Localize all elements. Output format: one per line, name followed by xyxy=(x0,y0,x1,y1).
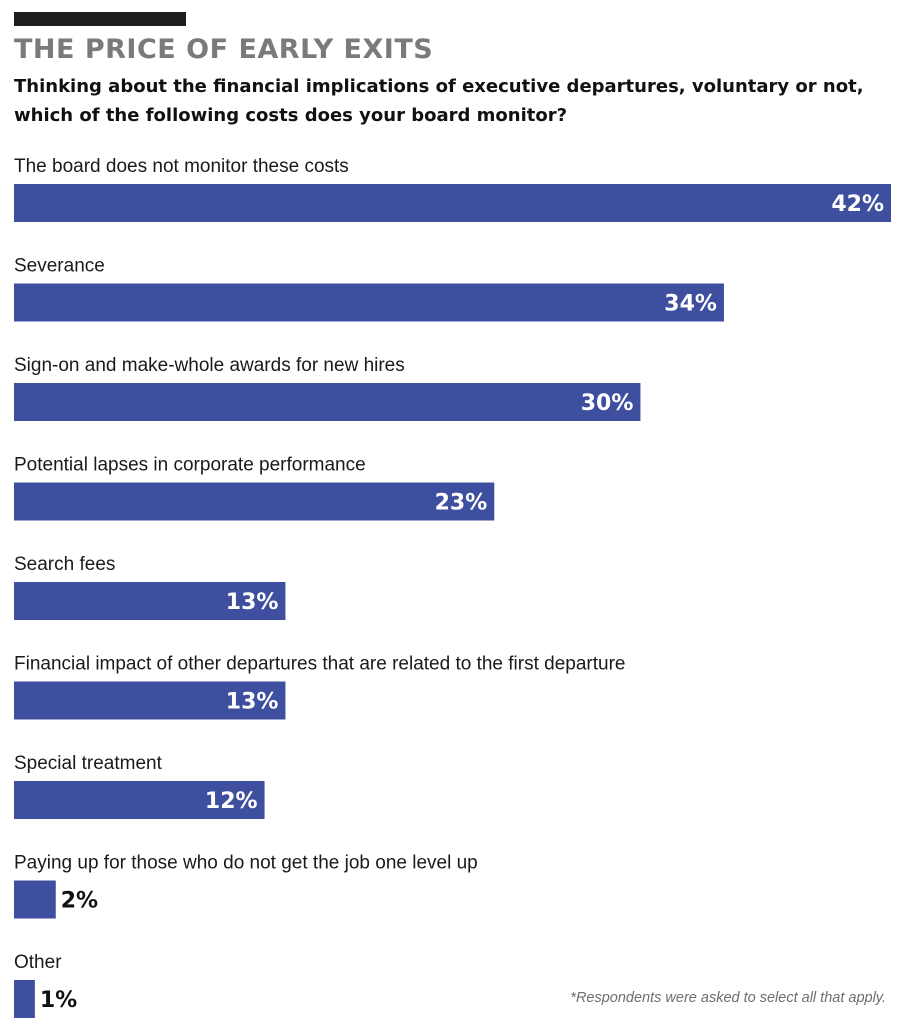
category-label: The board does not monitor these costs xyxy=(14,156,349,177)
category-label: Financial impact of other departures tha… xyxy=(14,654,626,675)
value-label: 13% xyxy=(226,590,279,615)
value-label: 13% xyxy=(226,690,279,715)
chart-title: THE PRICE OF EARLY EXITS xyxy=(14,34,434,65)
category-label: Search fees xyxy=(14,554,115,575)
value-label: 12% xyxy=(205,789,258,814)
value-label: 42% xyxy=(831,192,884,217)
value-label: 30% xyxy=(581,391,634,416)
category-label: Paying up for those who do not get the j… xyxy=(14,853,478,874)
bar xyxy=(14,383,641,421)
category-label: Other xyxy=(14,952,62,973)
bar xyxy=(14,781,265,819)
footnote: *Respondents were asked to select all th… xyxy=(570,990,886,1006)
bar xyxy=(14,980,35,1018)
bar xyxy=(14,582,286,620)
chart-subtitle: Thinking about the financial implication… xyxy=(14,76,864,126)
category-label: Potential lapses in corporate performanc… xyxy=(14,455,366,476)
bar xyxy=(14,880,56,919)
value-label: 23% xyxy=(435,491,488,516)
bar xyxy=(14,681,286,720)
bar xyxy=(14,283,724,322)
category-label: Sign-on and make-whole awards for new hi… xyxy=(14,355,405,376)
category-label: Severance xyxy=(14,256,105,277)
category-label: Special treatment xyxy=(14,753,163,774)
value-label: 1% xyxy=(40,988,77,1013)
title-accent-bar xyxy=(14,12,186,26)
bar xyxy=(14,482,495,521)
value-label: 34% xyxy=(664,292,717,317)
bar xyxy=(14,184,891,222)
value-label: 2% xyxy=(61,889,98,914)
